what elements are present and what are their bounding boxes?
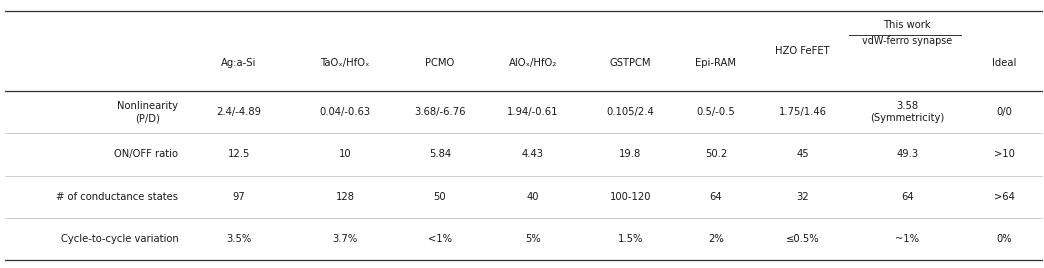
Text: 3.5%: 3.5% [227,234,252,244]
Text: 0%: 0% [996,234,1012,244]
Text: 0.04/-0.63: 0.04/-0.63 [319,107,371,117]
Text: 2.4/-4.89: 2.4/-4.89 [216,107,261,117]
Text: 2%: 2% [708,234,723,244]
Text: TaOₓ/HfOₓ: TaOₓ/HfOₓ [321,58,370,68]
Text: 1.75/1.46: 1.75/1.46 [779,107,827,117]
Text: 5.84: 5.84 [429,150,451,159]
Text: 12.5: 12.5 [228,150,251,159]
Text: # of conductance states: # of conductance states [56,192,179,202]
Text: Cycle-to-cycle variation: Cycle-to-cycle variation [61,234,179,244]
Text: 5%: 5% [525,234,541,244]
Text: GSTPCM: GSTPCM [610,58,651,68]
Text: 32: 32 [797,192,809,202]
Text: 0.5/-0.5: 0.5/-0.5 [696,107,735,117]
Text: ~1%: ~1% [896,234,920,244]
Text: 49.3: 49.3 [897,150,919,159]
Text: 19.8: 19.8 [619,150,641,159]
Text: This work: This work [883,20,931,30]
Text: 40: 40 [527,192,540,202]
Text: ≤0.5%: ≤0.5% [786,234,820,244]
Text: Ag:a-Si: Ag:a-Si [221,58,257,68]
Text: ON/OFF ratio: ON/OFF ratio [114,150,179,159]
Text: 1.94/-0.61: 1.94/-0.61 [507,107,559,117]
Text: <1%: <1% [428,234,452,244]
Text: HZO FeFET: HZO FeFET [776,46,830,56]
Text: 128: 128 [335,192,355,202]
Text: 1.5%: 1.5% [618,234,643,244]
Text: 64: 64 [901,192,914,202]
Text: 3.7%: 3.7% [332,234,358,244]
Text: 3.68/-6.76: 3.68/-6.76 [414,107,466,117]
Text: 100-120: 100-120 [610,192,651,202]
Text: 45: 45 [797,150,809,159]
Text: >64: >64 [994,192,1015,202]
Text: 50: 50 [433,192,446,202]
Text: 0/0: 0/0 [996,107,1012,117]
Text: 97: 97 [233,192,245,202]
Text: 4.43: 4.43 [522,150,544,159]
Text: 64: 64 [710,192,722,202]
Text: 10: 10 [339,150,352,159]
Text: 3.58
(Symmetricity): 3.58 (Symmetricity) [871,101,945,124]
Text: AlOₓ/HfO₂: AlOₓ/HfO₂ [508,58,557,68]
Text: Epi-RAM: Epi-RAM [695,58,736,68]
Text: 0.105/2.4: 0.105/2.4 [607,107,655,117]
Text: 50.2: 50.2 [705,150,727,159]
Text: vdW-ferro synapse: vdW-ferro synapse [862,36,952,46]
Text: Nonlinearity
(P/D): Nonlinearity (P/D) [117,101,179,124]
Text: >10: >10 [994,150,1015,159]
Text: PCMO: PCMO [425,58,454,68]
Text: Ideal: Ideal [992,58,1016,68]
